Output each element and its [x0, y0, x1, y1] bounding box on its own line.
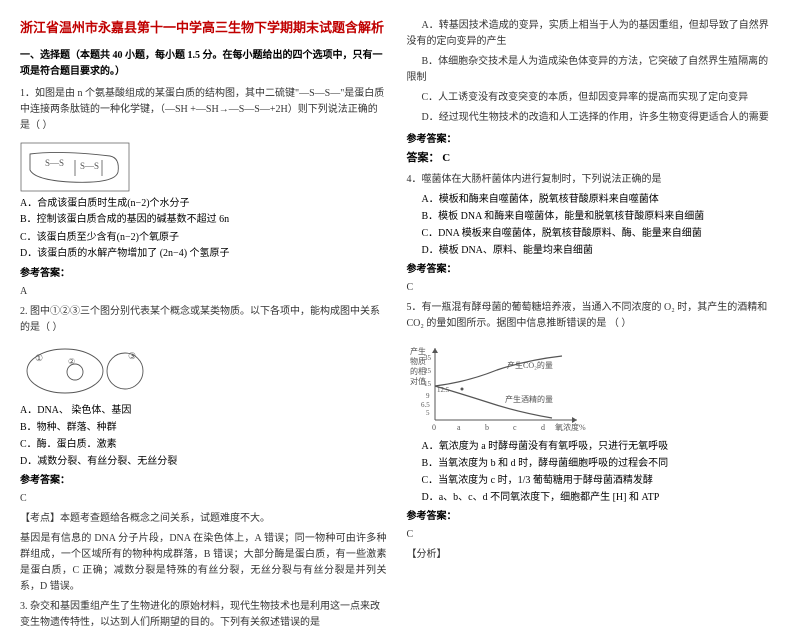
svg-text:①: ①: [35, 353, 43, 363]
q3-answer-label: 参考答案：: [407, 132, 774, 148]
q4-optA: A．模板和酶来自噬菌体，脱氧核苷酸原料来自噬菌体: [407, 192, 774, 208]
svg-text:a: a: [457, 423, 461, 432]
q5-stem: 5．有一瓶混有酵母菌的葡萄糖培养液，当通入不同浓度的 O₂ 时，其产生的酒精和 …: [407, 300, 774, 332]
svg-text:S—S: S—S: [80, 161, 99, 171]
q2-optB: B．物种、群落、种群: [20, 420, 387, 436]
svg-text:0: 0: [432, 423, 436, 432]
q4-stem: 4．噬菌体在大肠杆菌体内进行复制时，下列说法正确的是: [407, 172, 774, 188]
q1-stem: 1．如图是由 n 个氨基酸组成的某蛋白质的结构图，其中二硫键"—S—S—"是蛋白…: [20, 86, 387, 134]
q5-optD: D．a、b、c、d 不同氧浓度下，细胞都产生 [H] 和 ATP: [407, 490, 774, 506]
q1-optD: D．该蛋白质的水解产物增加了 (2n−4) 个氢原子: [20, 246, 230, 262]
q2-optA: A．DNA、 染色体、基因: [20, 403, 387, 419]
q4-options: A．模板和酶来自噬菌体，脱氧核苷酸原料来自噬菌体 B．模板 DNA 和酶来自噬菌…: [407, 192, 774, 260]
x-axis-label: 氧浓度%: [555, 422, 586, 432]
q3-optA: A．转基因技术造成的变异，实质上相当于人为的基因重组，但却导致了自然界没有的定向…: [407, 18, 774, 50]
q3-answer: 答案： C: [407, 150, 774, 168]
q2-answer-label: 参考答案：: [20, 473, 387, 489]
q5-analysis-label: 【分析】: [407, 547, 774, 563]
document-title: 浙江省温州市永嘉县第十一中学高三生物下学期期末试题含解析: [20, 18, 387, 38]
q2-optC: C．酶．蛋白质．激素: [20, 437, 387, 453]
co2-series-label: 产生CO₂的量: [507, 360, 553, 370]
q1-options-row2: C．该蛋白质至少含有(n−2)个氧原子 D．该蛋白质的水解产物增加了 (2n−4…: [20, 230, 387, 262]
svg-text:S—S: S—S: [45, 158, 64, 168]
q4-answer-label: 参考答案：: [407, 262, 774, 278]
q3-stem: 3. 杂交和基因重组产生了生物进化的原始材料，现代生物技术也是利用这一点来改变生…: [20, 599, 387, 631]
svg-text:15: 15: [424, 380, 432, 388]
q1-optA: A．合成该蛋白质时生成(n−2)个水分子: [20, 196, 190, 212]
svg-text:9: 9: [426, 392, 430, 400]
q2-answer: C: [20, 491, 387, 507]
q1-figure: S—S S—S: [20, 142, 387, 192]
q1-optB: B．控制该蛋白质合成的基因的碱基数不超过 6n: [20, 212, 229, 228]
q5-optA: A．氧浓度为 a 时酵母菌没有有氧呼吸，只进行无氧呼吸: [407, 439, 774, 455]
q1-options-row1: A．合成该蛋白质时生成(n−2)个水分子 B．控制该蛋白质合成的基因的碱基数不超…: [20, 196, 387, 228]
q2-analysis-label: 【考点】本题考查题给各概念之间关系，试题难度不大。: [20, 511, 387, 527]
q2-stem: 2. 图中①②③三个图分别代表某个概念或某类物质。以下各项中，能构成图中关系的是…: [20, 304, 387, 336]
svg-text:d: d: [541, 423, 545, 432]
q1-optC: C．该蛋白质至少含有(n−2)个氧原子: [20, 230, 179, 246]
q5-options: A．氧浓度为 a 时酵母菌没有有氧呼吸，只进行无氧呼吸 B．当氧浓度为 b 和 …: [407, 439, 774, 507]
svg-text:25: 25: [424, 367, 432, 375]
q2-options: A．DNA、 染色体、基因 B．物种、群落、种群 C．酶．蛋白质．激素 D．减数…: [20, 403, 387, 471]
q3-optB: B．体细胞杂交技术是人为造成染色体变异的方法，它突破了自然界生殖隔离的限制: [407, 54, 774, 86]
q5-optB: B．当氧浓度为 b 和 d 时，酵母菌细胞呼吸的过程会不同: [407, 456, 774, 472]
left-column: 浙江省温州市永嘉县第十一中学高三生物下学期期末试题含解析 一、选择题（本题共 4…: [20, 18, 387, 543]
svg-text:b: b: [485, 423, 489, 432]
right-column: A．转基因技术造成的变异，实质上相当于人为的基因重组，但却导致了自然界没有的定向…: [407, 18, 774, 543]
q4-optC: C．DNA 模板来自噬菌体，脱氧核苷酸原料、酶、能量来自细菌: [407, 226, 774, 242]
section1-heading: 一、选择题（本题共 40 小题，每小题 1.5 分。在每小题给出的四个选项中，只…: [20, 48, 387, 80]
svg-text:5: 5: [426, 409, 430, 417]
svg-text:6.5: 6.5: [421, 401, 430, 409]
q5-chart: 产生 物质 的相 对值 35 25 15 12.5 9 6.5 5 产生CO₂的…: [407, 340, 774, 435]
q5-answer: C: [407, 527, 774, 543]
q4-optD: D．模板 DNA、原料、能量均来自细菌: [407, 243, 774, 259]
svg-text:③: ③: [128, 351, 136, 361]
q5-answer-label: 参考答案：: [407, 509, 774, 525]
svg-text:c: c: [513, 423, 517, 432]
svg-text:35: 35: [424, 354, 432, 362]
q3-optD: D．经过现代生物技术的改造和人工选择的作用，许多生物变得更适合人的需要: [407, 110, 774, 126]
q5-optC: C．当氧浓度为 c 时，1/3 葡萄糖用于酵母菌酒精发酵: [407, 473, 774, 489]
q2-analysis: 基因是有信息的 DNA 分子片段，DNA 在染色体上，A 错误；同一物种可由许多…: [20, 531, 387, 595]
q1-answer: A: [20, 284, 387, 300]
q2-optD: D．减数分裂、有丝分裂、无丝分裂: [20, 454, 387, 470]
q1-answer-label: 参考答案：: [20, 266, 387, 282]
q4-answer: C: [407, 280, 774, 296]
q2-figure: ① ② ③: [20, 344, 387, 399]
alcohol-series-label: 产生酒精的量: [505, 394, 553, 404]
svg-text:②: ②: [68, 357, 75, 366]
q4-optB: B．模板 DNA 和酶来自噬菌体，能量和脱氧核苷酸原料来自细菌: [407, 209, 774, 225]
q3-optC: C．人工诱变没有改变突变的本质，但却因变异率的提高而实现了定向变异: [407, 90, 774, 106]
